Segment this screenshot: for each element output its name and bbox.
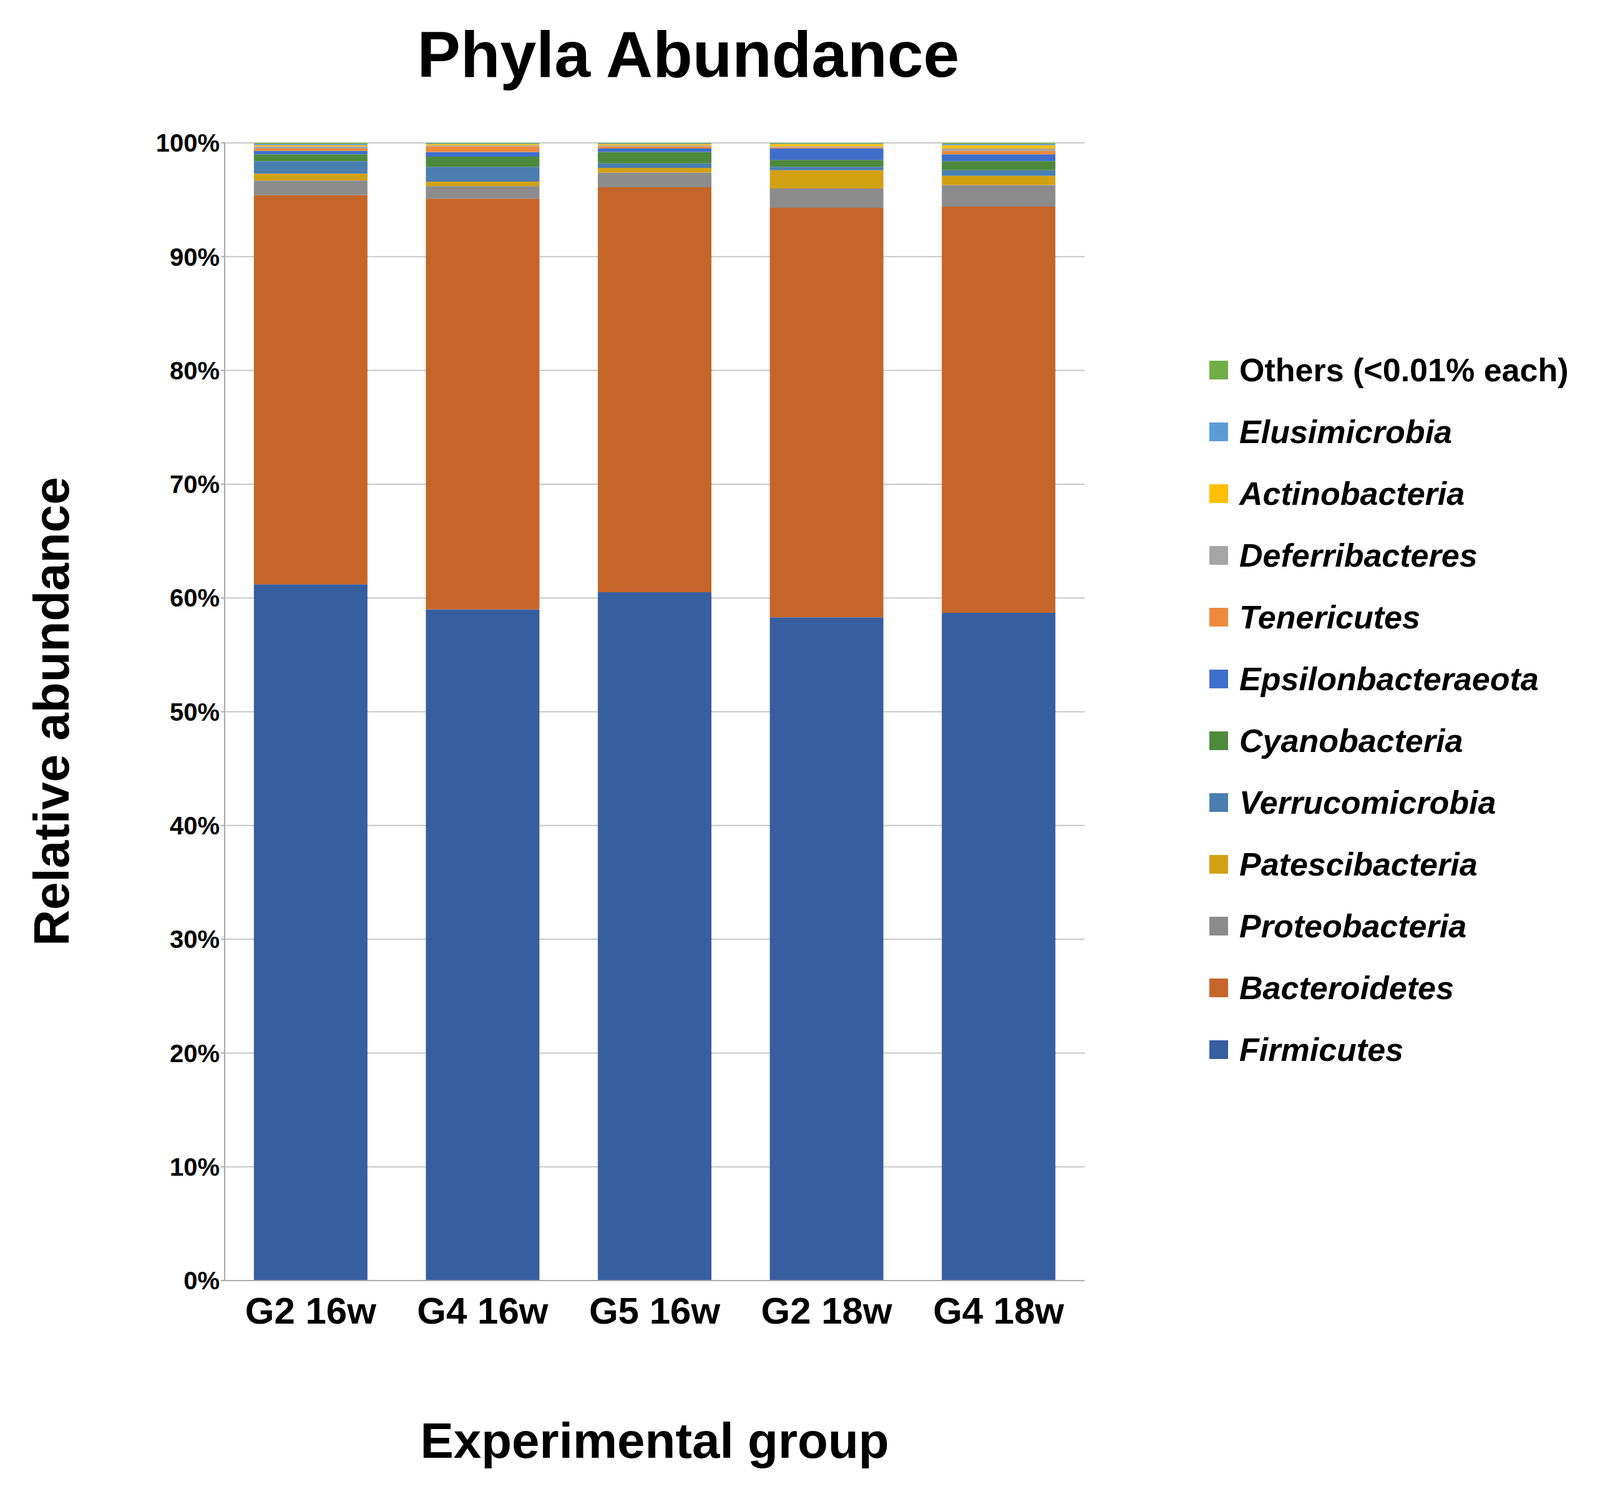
svg-text:60%: 60% bbox=[169, 584, 220, 612]
svg-text:G4 16w: G4 16w bbox=[416, 1289, 548, 1332]
html-text:Relative abundance: Relative abundance bbox=[23, 476, 80, 946]
html-text:Bacteroidetes: Bacteroidetes bbox=[1239, 969, 1454, 1006]
html-text:Elusimicrobia: Elusimicrobia bbox=[1239, 413, 1453, 450]
svg-text:G4 18w: G4 18w bbox=[932, 1289, 1064, 1332]
svg-text:G5 16w: G5 16w bbox=[589, 1289, 721, 1332]
html-text:Proteobacteria: Proteobacteria bbox=[1239, 907, 1467, 944]
html-text:Tenericutes: Tenericutes bbox=[1239, 598, 1421, 635]
svg-text:100%: 100% bbox=[156, 129, 220, 157]
svg-text:80%: 80% bbox=[169, 356, 220, 385]
svg-text:30%: 30% bbox=[169, 925, 220, 953]
html-text:Phyla Abundance: Phyla Abundance bbox=[417, 18, 960, 91]
svg-text:G2 16w: G2 16w bbox=[245, 1289, 377, 1332]
html-text:Deferribacteres: Deferribacteres bbox=[1239, 536, 1478, 574]
html-text:Experimental group: Experimental group bbox=[420, 1412, 889, 1469]
svg-text:50%: 50% bbox=[169, 698, 220, 726]
html-text:Cyanobacteria: Cyanobacteria bbox=[1239, 722, 1463, 759]
svg-text:90%: 90% bbox=[169, 243, 220, 271]
html-text:Verrucomicrobia: Verrucomicrobia bbox=[1239, 784, 1496, 821]
svg-text:70%: 70% bbox=[169, 470, 220, 498]
svg-text:0%: 0% bbox=[183, 1266, 220, 1295]
svg-text:20%: 20% bbox=[169, 1039, 220, 1068]
html-text:Others (<0.01% each): Others (<0.01% each) bbox=[1239, 351, 1569, 388]
svg-text:10%: 10% bbox=[169, 1153, 220, 1181]
svg-text:G2 18w: G2 18w bbox=[761, 1289, 893, 1332]
html-text:Patescibacteria: Patescibacteria bbox=[1239, 845, 1478, 883]
html-text:Epsilonbacteraeota: Epsilonbacteraeota bbox=[1239, 660, 1539, 697]
html-text:Firmicutes: Firmicutes bbox=[1239, 1031, 1404, 1068]
svg-text:40%: 40% bbox=[169, 811, 220, 840]
html-text:Actinobacteria: Actinobacteria bbox=[1239, 475, 1465, 512]
